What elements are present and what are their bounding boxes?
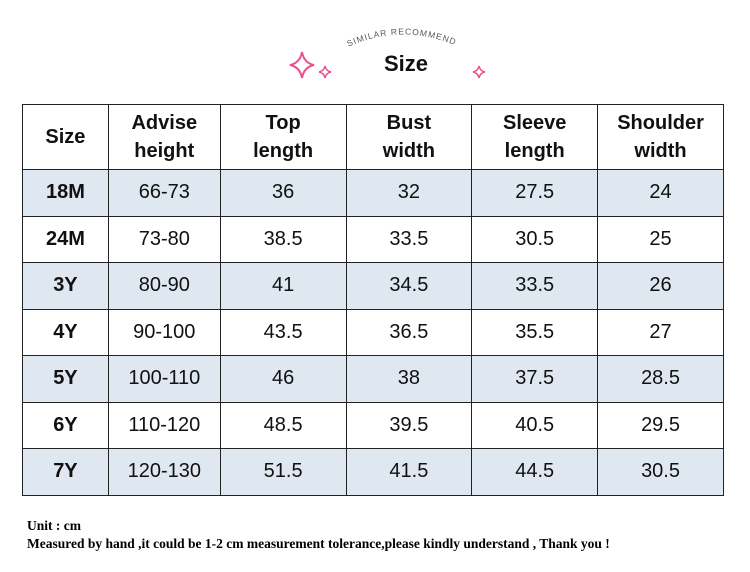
size-cell: 5Y [22,355,109,403]
note: Measured by hand ,it could be 1-2 cm mea… [27,536,610,551]
column-header-text: Sleeve length [502,112,567,162]
column-header: Top length [219,104,347,170]
notes: Unit : cm Measured by hand ,it could be 1… [27,517,610,553]
table-cell: 33.5 [345,215,473,263]
table-cell: 51.5 [219,448,347,496]
table-row: 7Y 120-130 51.5 41.5 44.5 30.5 [22,448,724,496]
table-cell: 100-110 [107,355,221,403]
table-cell: 36.5 [345,308,473,356]
table-cell: 33.5 [471,262,599,310]
table-body: 18M 66-73 36 32 27.5 24 24M 73-80 38.5 33.5 30.5 25… [22,169,724,496]
column-header-text: Advise height [131,112,198,162]
subtitle: SIMILAR RECOMMEND [345,26,458,48]
size-cell: 6Y [22,401,109,449]
table-row: 3Y 80-90 41 34.5 33.5 26 [22,262,724,310]
table-cell: 34.5 [345,262,473,310]
size-table: Size Advise height Top length Bust width Sle… [22,104,724,496]
note: Unit : cm [27,518,81,533]
table-cell: 27 [597,308,724,356]
table-cell: 120-130 [107,448,221,496]
table-cell: 30.5 [471,215,599,263]
column-header: Sleeve length [471,104,599,170]
size-cell: 18M [22,169,109,217]
table-cell: 46 [219,355,347,403]
header: SIMILAR RECOMMEND Size [289,26,486,79]
sparkle [472,65,486,79]
table-cell: 41.5 [345,448,473,496]
header-row: Size Advise height Top length Bust width Sle… [22,104,724,170]
subtitle-text: SIMILAR RECOMMEND [345,26,457,48]
table-cell: 26 [597,262,724,310]
title: Size [384,51,428,76]
table-cell: 90-100 [107,308,221,356]
table-cell: 39.5 [345,401,473,449]
size-cell: 3Y [22,262,109,310]
table-cell: 37.5 [471,355,599,403]
table-cell: 38 [345,355,473,403]
table-cell: 80-90 [107,262,221,310]
column-header-text: Top length [253,112,314,162]
table-cell: 40.5 [471,401,599,449]
table-cell: 73-80 [107,215,221,263]
column-header: Size [22,104,109,170]
table-cell: 32 [345,169,473,217]
table-cell: 35.5 [471,308,599,356]
size-cell: 7Y [22,448,109,496]
column-header: Bust width [345,104,473,170]
table-cell: 27.5 [471,169,599,217]
size-cell: 24M [22,215,109,263]
table-cell: 28.5 [597,355,724,403]
table-cell: 41 [219,262,347,310]
table-cell: 48.5 [219,401,347,449]
table-row: 5Y 100-110 46 38 37.5 28.5 [22,355,724,403]
table-cell: 29.5 [597,401,724,449]
column-header-text: Bust width [382,112,435,162]
table-row: 24M 73-80 38.5 33.5 30.5 25 [22,215,724,263]
table-cell: 66-73 [107,169,221,217]
table-cell: 36 [219,169,347,217]
table-row: 4Y 90-100 43.5 36.5 35.5 27 [22,308,724,356]
table-cell: 24 [597,169,724,217]
size-cell: 4Y [22,308,109,356]
table-cell: 43.5 [219,308,347,356]
table-cell: 30.5 [597,448,724,496]
sparkle [318,65,332,79]
table-cell: 110-120 [107,401,221,449]
table-cell: 25 [597,215,724,263]
table-row: 6Y 110-120 48.5 39.5 40.5 29.5 [22,401,724,449]
table-row: 18M 66-73 36 32 27.5 24 [22,169,724,217]
column-header-text: Size [45,126,86,148]
sparkle [289,51,315,79]
column-header-text: Shoulder width [617,112,704,162]
table-cell: 38.5 [219,215,347,263]
column-header: Shoulder width [597,104,724,170]
table-cell: 44.5 [471,448,599,496]
column-header: Advise height [107,104,221,170]
